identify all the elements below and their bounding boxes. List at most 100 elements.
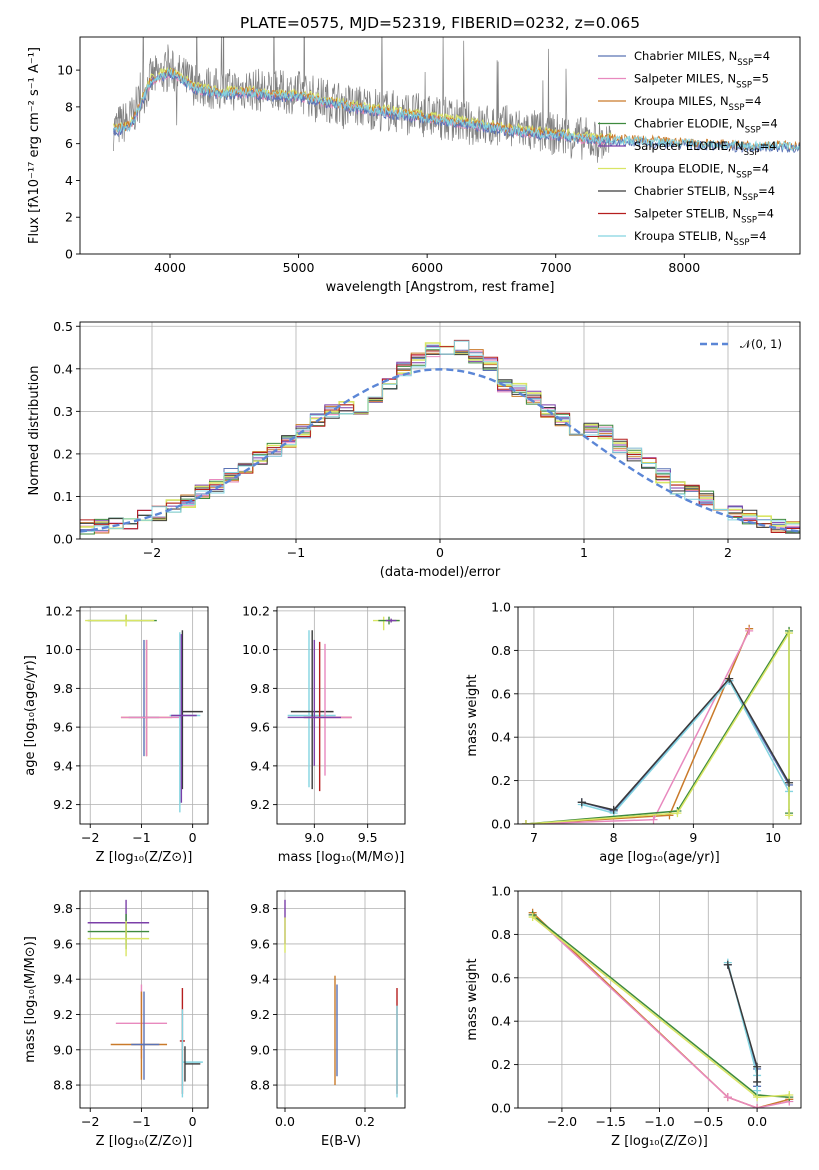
axes-frame — [276, 890, 406, 1109]
weight-series-line — [581, 677, 790, 811]
plot-area — [284, 899, 398, 1098]
y-tick-label: 0.2 — [491, 1057, 511, 1072]
x-axis-label: Z [log₁₀(Z/Z⊙)] — [96, 1134, 193, 1149]
histogram-series — [80, 342, 800, 530]
x-tick-label: −1 — [132, 1114, 150, 1129]
x-tick-label: 4000 — [154, 260, 186, 275]
y-tick-label: 9.2 — [250, 797, 270, 812]
legend-entry: Chabrier MILES, NSSP=4 — [634, 49, 770, 68]
x-tick-label: 8000 — [668, 260, 700, 275]
y-tick-label: 4 — [65, 173, 73, 188]
y-tick-label: 9.6 — [53, 936, 73, 951]
x-axis-label: age [log₁₀(age/yr)] — [599, 850, 720, 865]
y-tick-label: 1.0 — [491, 884, 511, 899]
y-tick-label: 0.4 — [53, 361, 73, 376]
y-tick-label: 10.2 — [45, 603, 73, 618]
y-axis-label: mass weight — [465, 674, 480, 756]
mass-weight-vs-age-panel: 7 8 9 10 0.0 0.2 0.4 0.6 0.8 1.0 age [log₁₀(age/yr… — [465, 600, 802, 865]
y-tick-label: 9.4 — [53, 972, 73, 987]
y-tick-label: 9.8 — [53, 901, 73, 916]
plot-area — [80, 339, 800, 535]
y-tick-label: 10.0 — [242, 642, 270, 657]
weight-point-marker — [785, 811, 794, 820]
y-tick-label: 8 — [65, 99, 73, 114]
x-tick-label: −2.0 — [547, 1114, 577, 1129]
y-tick-label: 10.2 — [242, 603, 270, 618]
mass-vs-metallicity-panel: −2 −1 0 8.8 9.0 9.2 9.4 9.6 9.8 Z [log₁₀(Z/Z⊙)] ma… — [23, 890, 209, 1149]
histogram-series — [80, 340, 800, 532]
y-tick-label: 9.2 — [53, 1007, 73, 1022]
plot-area — [287, 616, 400, 792]
x-axis-label: Z [log₁₀(Z/Z⊙)] — [96, 850, 193, 865]
spectrum-legend: Chabrier MILES, NSSP=4 Salpeter MILES, NS… — [598, 49, 778, 248]
weight-point-marker — [753, 1086, 762, 1095]
y-tick-label: 0.1 — [53, 489, 73, 504]
y-tick-label: 2 — [65, 210, 73, 225]
weight-point-marker — [785, 778, 794, 787]
x-tick-label: 6000 — [411, 260, 443, 275]
plot-area — [87, 899, 203, 1098]
weight-series-line — [525, 630, 790, 824]
figure-title: PLATE=0575, MJD=52319, FIBERID=0232, z=0… — [240, 14, 640, 32]
weight-point-marker — [723, 1093, 732, 1102]
x-tick-label: 10 — [765, 830, 781, 845]
y-tick-label: 0.3 — [53, 404, 73, 419]
age-vs-metallicity-panel: −2 −1 0 9.2 9.4 9.6 9.8 10.0 10.2 Z [log₁₀(Z/Z⊙)]… — [23, 603, 209, 865]
mass-vs-ebv-panel: 0.0 0.2 8.8 9.0 9.2 9.4 9.6 9.8 E(B-V) — [250, 890, 406, 1149]
y-tick-label: 0.2 — [53, 446, 73, 461]
y-tick-label: 9.0 — [250, 1042, 270, 1057]
plot-area — [112, 37, 800, 163]
x-tick-label: 0.0 — [747, 1114, 767, 1129]
x-tick-label: 0 — [436, 545, 444, 560]
y-tick-label: 0.0 — [491, 817, 511, 832]
y-tick-label: 0.2 — [491, 773, 511, 788]
legend-entry: Kroupa ELODIE, NSSP=4 — [634, 162, 769, 181]
y-tick-label: 0.8 — [491, 927, 511, 942]
x-tick-label: 9 — [689, 830, 697, 845]
weight-point-marker — [785, 1090, 794, 1099]
y-tick-label: 9.6 — [250, 720, 270, 735]
weight-point-marker — [785, 629, 794, 638]
legend-entry: Salpeter ELODIE, NSSP=4 — [634, 139, 777, 158]
weight-point-marker — [725, 674, 734, 683]
spectrum-panel: 4000 5000 6000 7000 8000 0 2 4 6 8 10 wavelength [A… — [27, 36, 801, 295]
x-axis-label: (data-model)/error — [380, 565, 501, 580]
y-axis-label: Normed distribution — [27, 366, 42, 496]
y-tick-label: 9.4 — [250, 758, 270, 773]
weight-point-marker — [673, 809, 682, 818]
x-tick-label: 9.0 — [304, 830, 324, 845]
weight-point-marker — [753, 1104, 762, 1108]
y-tick-label: 9.4 — [250, 972, 270, 987]
y-tick-label: 0.4 — [491, 730, 511, 745]
weight-point-marker — [745, 626, 754, 635]
plot-area — [528, 908, 794, 1108]
weight-point-marker — [665, 811, 674, 820]
x-tick-label: 0 — [189, 1114, 197, 1129]
x-tick-label: 8 — [610, 830, 618, 845]
legend-entry: Chabrier STELIB, NSSP=4 — [634, 184, 775, 203]
x-tick-label: −2 — [81, 830, 99, 845]
data-spectrum-line — [113, 37, 612, 163]
plot-area — [85, 614, 203, 813]
y-tick-label: 9.0 — [53, 1042, 73, 1057]
x-tick-label: −1.0 — [644, 1114, 674, 1129]
legend-entry: Chabrier ELODIE, NSSP=4 — [634, 117, 778, 136]
axes-frame — [79, 321, 801, 540]
mass-weight-vs-metallicity-panel: −2.0 −1.5 −1.0 −0.5 0.0 0.0 0.2 0.4 0.6 0.8 1.0 Z [… — [465, 884, 802, 1149]
y-tick-label: 6 — [65, 136, 73, 151]
y-tick-label: 0.4 — [491, 1014, 511, 1029]
y-axis-label: age [log₁₀(age/yr)] — [23, 655, 38, 776]
y-tick-label: 0.0 — [53, 532, 73, 547]
axes-frame — [517, 890, 802, 1109]
y-axis-label: mass weight — [465, 958, 480, 1040]
weight-point-marker — [609, 805, 618, 814]
legend-entry: Salpeter MILES, NSSP=5 — [634, 72, 769, 91]
plot-area — [521, 624, 794, 824]
x-axis-label: Z [log₁₀(Z/Z⊙)] — [611, 1134, 708, 1149]
x-tick-label: 9.5 — [358, 830, 378, 845]
y-tick-label: 8.8 — [250, 1078, 270, 1093]
y-tick-label: 9.8 — [53, 681, 73, 696]
y-tick-label: 9.8 — [250, 901, 270, 916]
residuals-panel: −2 −1 0 1 2 0.0 0.1 0.2 0.3 0.4 0.5 (data-model)/er… — [27, 319, 801, 580]
x-axis-label: wavelength [Angstrom, rest frame] — [326, 280, 555, 295]
